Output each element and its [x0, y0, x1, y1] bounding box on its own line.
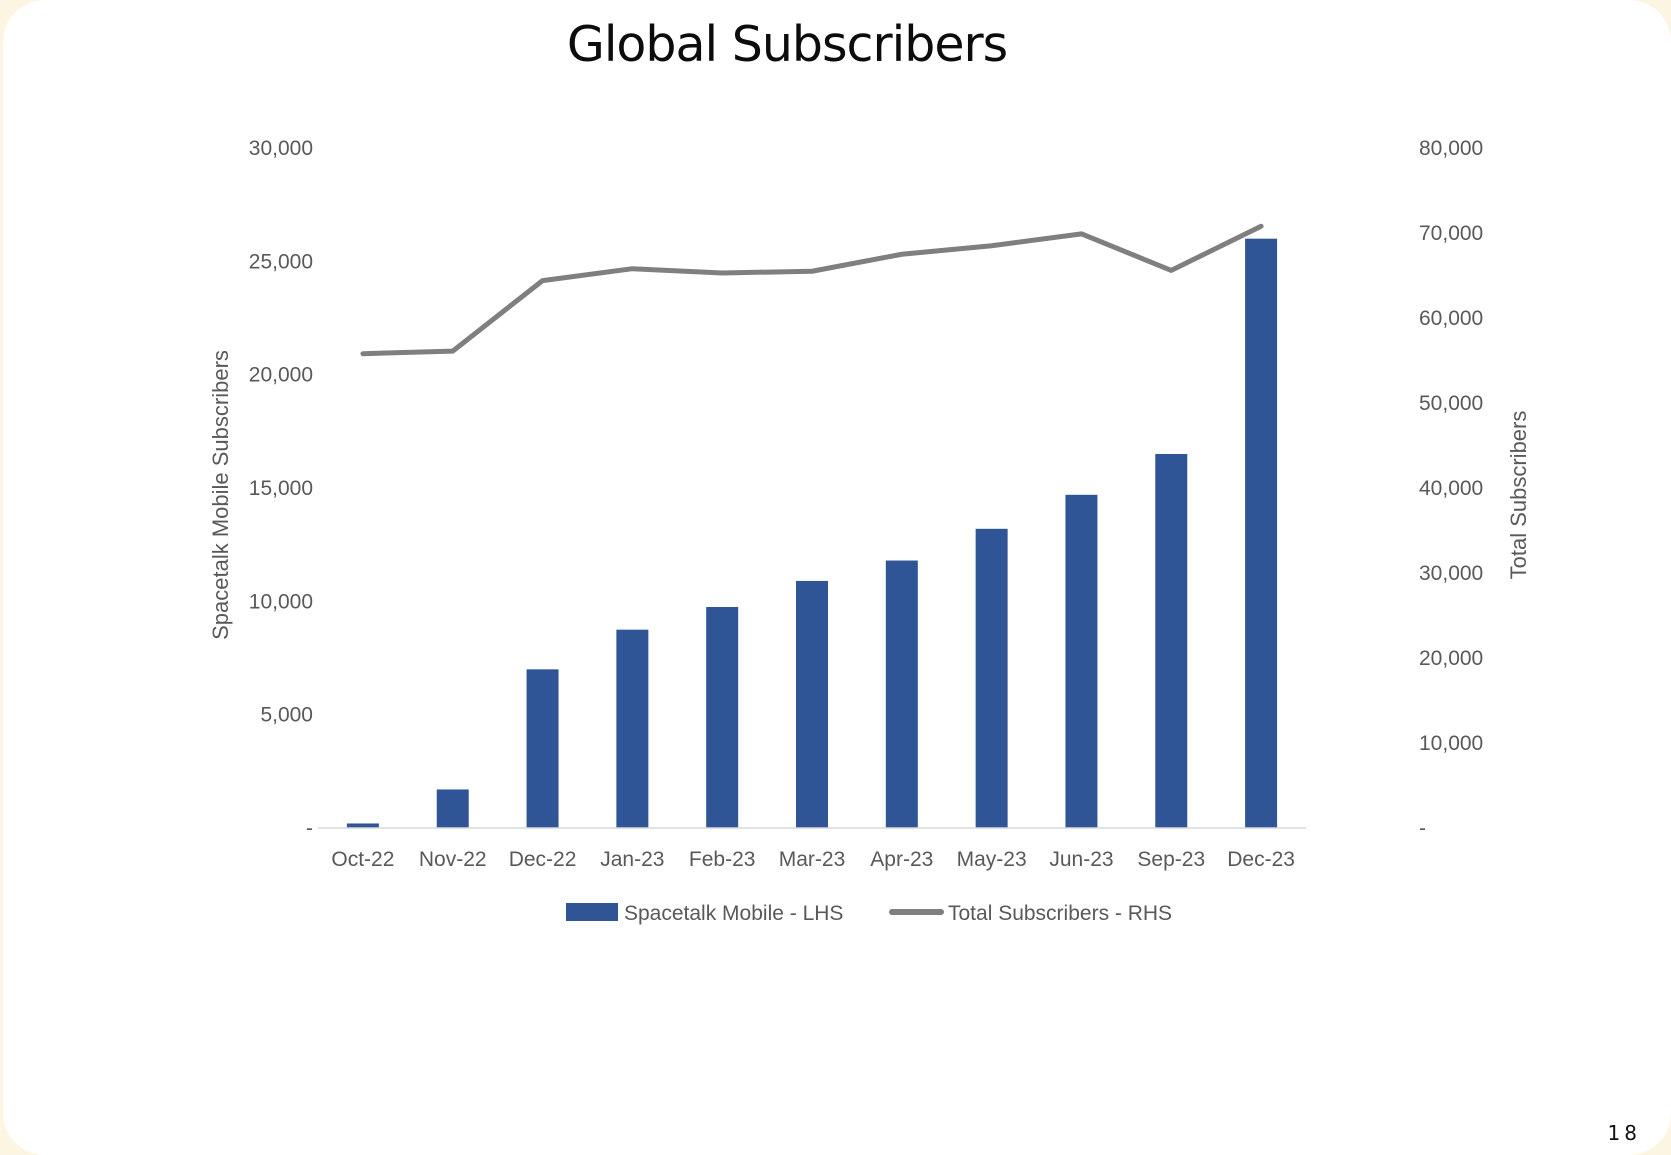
x-tick-label: Jun-23: [1049, 848, 1113, 871]
y-tick-label: 30,000: [249, 137, 313, 160]
legend-swatch-bar: [566, 903, 618, 921]
x-tick-label: May-23: [957, 848, 1027, 871]
bar: [616, 629, 649, 828]
right-axis-title: Total Subscribers: [1506, 411, 1531, 580]
y-tick-label: 15,000: [249, 477, 313, 500]
x-tick-label: Feb-23: [689, 848, 756, 871]
bar-series: [346, 238, 1278, 828]
y2-tick-label: 30,000: [1419, 562, 1483, 585]
x-tick-label: Apr-23: [870, 848, 933, 871]
y-tick-label: -: [306, 817, 313, 840]
x-tick-label: Nov-22: [419, 848, 487, 871]
y2-tick-label: 10,000: [1419, 732, 1483, 755]
x-tick-label: Jan-23: [600, 848, 664, 871]
y2-tick-label: 50,000: [1419, 392, 1483, 415]
x-tick-label: Dec-22: [509, 848, 577, 871]
y2-tick-label: -: [1419, 817, 1426, 840]
y-tick-label: 20,000: [249, 364, 313, 387]
legend-label-bar: Spacetalk Mobile - LHS: [624, 902, 843, 925]
bar: [1155, 454, 1188, 828]
y2-tick-label: 60,000: [1419, 307, 1483, 330]
x-tick-label: Dec-23: [1227, 848, 1295, 871]
y2-tick-label: 70,000: [1419, 222, 1483, 245]
x-tick-label: Mar-23: [779, 848, 846, 871]
left-axis-ticks: - 5,000 10,000 15,000 20,000 25,000 30,000: [249, 137, 313, 840]
bar: [975, 528, 1008, 828]
slide-title: Global Subscribers: [566, 16, 1008, 73]
bar: [885, 560, 918, 828]
right-axis-ticks: - 10,000 20,000 30,000 40,000 50,000 60,000 70,…: [1419, 137, 1483, 840]
bar: [526, 669, 559, 828]
legend-label-line: Total Subscribers - RHS: [948, 902, 1172, 925]
x-tick-label: Oct-22: [331, 848, 394, 871]
bar: [1065, 494, 1098, 828]
bar: [706, 607, 739, 828]
bar: [1245, 238, 1278, 828]
y2-tick-label: 20,000: [1419, 647, 1483, 670]
page-number: 18: [1607, 1121, 1641, 1145]
bar: [436, 789, 469, 828]
y-tick-label: 25,000: [249, 250, 313, 273]
slide-background: Global Subscribers 18: [3, 0, 1671, 1155]
bar: [796, 580, 828, 828]
y-tick-label: 10,000: [249, 590, 313, 613]
line-series-total-subscribers: [360, 223, 1264, 357]
x-axis-ticks: Oct-22 Nov-22 Dec-22 Jan-23 Feb-23 Mar-23 Apr-…: [331, 848, 1295, 871]
y-tick-label: 5,000: [260, 704, 313, 727]
left-axis-title: Spacetalk Mobile Subscribers: [208, 350, 233, 640]
bar: [346, 823, 379, 828]
y2-tick-label: 40,000: [1419, 477, 1483, 500]
y2-tick-label: 80,000: [1419, 137, 1483, 160]
legend: Spacetalk Mobile - LHS Total Subscribers…: [566, 902, 1172, 925]
x-tick-label: Sep-23: [1137, 848, 1205, 871]
